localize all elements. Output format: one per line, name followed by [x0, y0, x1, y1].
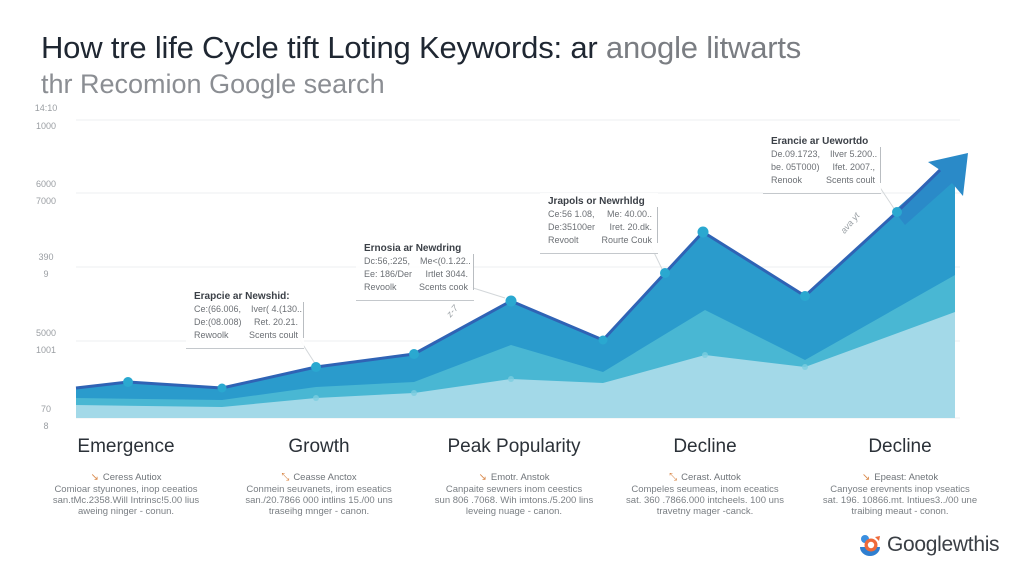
callout-title: Jrapols or Newrhldg — [548, 196, 645, 207]
callout-value: De.09.1723, — [771, 149, 821, 159]
callout-value: Irtlet 3044. — [425, 269, 468, 279]
callout-value: Ret. 20.21. — [253, 317, 298, 327]
callout-value: De:35100er — [548, 222, 596, 232]
trend-icon: ⤡ — [281, 472, 290, 483]
phase-name: Peak Popularity — [447, 436, 581, 457]
title-faded: anogle litwarts — [605, 30, 802, 65]
phase-desc: Canyose erevnents inop vseatics — [830, 484, 970, 495]
phase-desc: traibing meaut - conon. — [851, 506, 949, 517]
callout-growth: Ernosia ar Newdring Dc:56,:225, Me<(0.1.2… — [356, 240, 474, 301]
phase-subtitle: Emotr. Anstok — [490, 472, 550, 483]
y-tick-label: 1000 — [35, 121, 57, 131]
page-title: How tre life Cycle tift Loting Keywords:… — [41, 30, 801, 66]
y-tick-label: 6000 — [35, 179, 57, 189]
callout-emergence: Erapcie ar Newshid: Ce:(66.006, Iver( 4.(… — [186, 288, 304, 349]
page-subtitle: thr Recomion Google search — [41, 69, 385, 99]
phase-desc: Canpaite sewners inom ceestics — [445, 484, 583, 495]
phase-subtitle: Ceress Autiox — [102, 472, 162, 483]
phase-name: Decline — [673, 436, 737, 457]
brand-logo: Googlewthis — [857, 533, 1000, 557]
callout-value: Revoolk — [364, 282, 397, 292]
y-tick-label: 8 — [43, 421, 49, 431]
y-tick-label: 5000 — [35, 328, 57, 338]
callout-value: Iret. 20.dk. — [609, 222, 652, 232]
callout-value: Dc:56,:225, — [364, 256, 411, 266]
phase-subtitle: Cerast. Auttok — [681, 472, 741, 483]
phase-desc: aweing ninger - conun. — [77, 506, 175, 517]
callout-value: Ce:(66.006, — [194, 304, 242, 314]
callout-title: Erapcie ar Newshid: — [194, 291, 290, 302]
phase-decline: Decline ⤡ Cerast. Auttok Compeles seumeas… — [605, 436, 805, 517]
y-tick-label: 390 — [38, 252, 54, 262]
callout-value: De:(08.008) — [194, 317, 242, 327]
y-tick-label: 1001 — [35, 345, 57, 355]
phase-name: Growth — [288, 436, 350, 457]
phase-desc: travetny mager -canck. — [656, 506, 754, 517]
callout-value: Scents cook — [418, 282, 468, 292]
callout-value: Scents coult — [825, 175, 875, 185]
data-markers — [123, 207, 902, 393]
y-tick-label: 14:10 — [34, 103, 58, 113]
trend-icon: ↘ — [90, 472, 99, 483]
callout-value: Me<(0.1.22.. — [420, 256, 471, 266]
trend-icon: ↘ — [478, 472, 487, 483]
phase-desc: san./20.7866 000 intlins 15./00 uns — [245, 495, 393, 506]
callout-value: Ce:56 1.08, — [548, 209, 595, 219]
y-tick-label: 70 — [40, 404, 51, 414]
phase-desc: Comioar styunones, inop ceeatios — [54, 484, 198, 495]
callout-value: Ilver 5.200.. — [830, 149, 878, 159]
phase-name: Emergence — [77, 436, 175, 457]
callout-value: Me: 40.00.. — [606, 209, 652, 219]
phase-peak-popularity: Peak Popularity ↘ Emotr. Anstok Canpaite … — [414, 436, 614, 517]
phase-desc: Compeles seumeas, inom eceatics — [631, 484, 779, 495]
callout-value: Iver( 4.(130.. — [251, 304, 303, 314]
phase-name: Decline — [868, 436, 932, 457]
phase-desc: sat. 196. 10866.mt. Intiues3../00 une — [822, 495, 978, 506]
callout-value: Revoolt — [548, 235, 579, 245]
phase-desc: sat. 360 .7866.000 intcheels. 100 uns — [626, 495, 784, 506]
y-tick-label: 9 — [43, 269, 49, 279]
phase-desc: Conmein seuvanets, irom eseatics — [246, 484, 392, 495]
phase-emergence: Emergence ↘ Ceress Autiox Comioar styunon… — [26, 436, 226, 517]
series-top-line — [75, 168, 942, 390]
callout-value: Rourte Couk — [601, 235, 652, 245]
callout-value: Ifet. 2007., — [832, 162, 875, 172]
callout-value: Renook — [771, 175, 803, 185]
callout-value: Ee: 186/Der — [364, 269, 413, 279]
title-main: How tre life Cycle tift Loting Keywords:… — [41, 30, 598, 65]
phase-desc: traseihg mnger - canon. — [268, 506, 370, 517]
phase-desc: leveing nuage - canon. — [465, 506, 563, 517]
callout-value: Rewoolk — [194, 330, 229, 340]
trend-icon: ⤡ — [669, 472, 678, 483]
trend-icon: ↘ — [861, 472, 871, 483]
inner-markers — [313, 352, 808, 401]
phase-growth: Growth ⤡ Ceasse Anctox Conmein seuvanets,… — [219, 436, 419, 517]
phase-decline-late: Decline ↘ Epeast: Anetok Canyose erevnent… — [800, 436, 1000, 517]
brand-logo-icon — [860, 535, 880, 556]
trend-arrow-icon — [894, 153, 968, 225]
phase-desc: san.tMc.2358.Will Intrinsc!5.00 lius — [52, 495, 200, 506]
callout-title: Erancie ar Uewortdo — [771, 136, 869, 147]
callout-decline: Erancie ar Uewortdo De.09.1723, Ilver 5.2… — [763, 133, 881, 194]
callout-title: Ernosia ar Newdring — [364, 243, 462, 254]
series-light-area — [76, 312, 955, 418]
callout-value: Scents coult — [248, 330, 298, 340]
phase-desc: sun 806 .7068. Wih imtons./5.200 lins — [434, 495, 594, 506]
y-tick-label: 7000 — [35, 196, 57, 206]
callout-peak: Jrapols or Newrhldg Ce:56 1.08, Me: 40.00… — [540, 193, 658, 254]
callout-value: be. 05T000) — [771, 162, 820, 172]
phase-subtitle: Epeast: Anetok — [874, 472, 939, 483]
brand-label: Googlewthis — [887, 533, 1000, 556]
phase-subtitle: Ceasse Anctox — [293, 472, 357, 483]
